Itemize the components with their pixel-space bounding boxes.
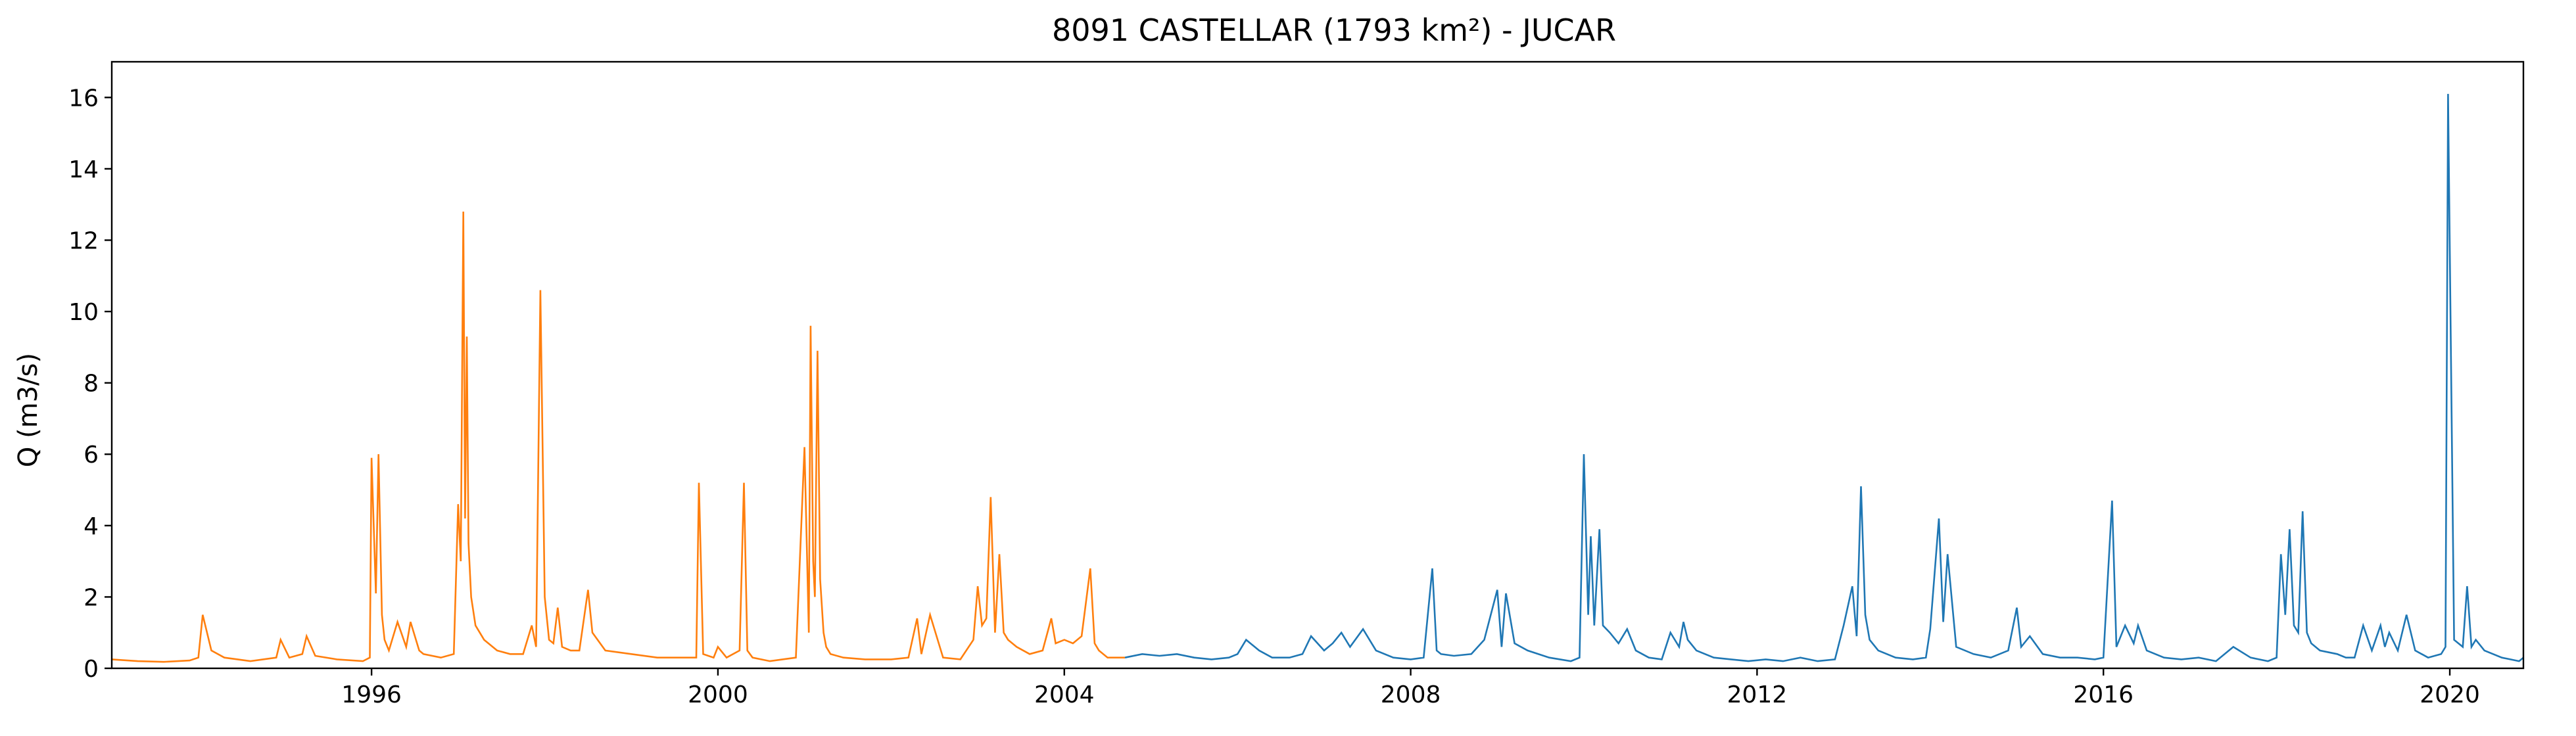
- y-tick-label: 2: [83, 584, 99, 611]
- x-tick-label: 2012: [1727, 681, 1788, 708]
- x-tick-label: 2008: [1381, 681, 1441, 708]
- y-tick-label: 16: [68, 85, 99, 112]
- y-tick-label: 6: [83, 442, 99, 469]
- y-axis-label: Q (m3/s): [13, 353, 43, 467]
- x-tick-label: 2020: [2420, 681, 2480, 708]
- plot-area: [112, 93, 2523, 663]
- chart-title: 8091 CASTELLAR (1793 km²) - JUCAR: [1052, 12, 1616, 48]
- x-tick-label: 2004: [1034, 681, 1095, 708]
- y-tick-label: 4: [83, 513, 99, 540]
- axes: 1996 2000 2004 2008 2012 2016 2020 0 2 4 6 8 10 12 14 1…: [68, 60, 2525, 708]
- series-line-1: [1124, 93, 2523, 662]
- y-tick-label: 0: [83, 656, 99, 683]
- series-line-0: [112, 211, 1125, 663]
- y-tick-label: 10: [68, 299, 99, 326]
- x-tick-label: 1996: [341, 681, 402, 708]
- y-tick-label: 8: [83, 371, 99, 398]
- x-tick-label: 2016: [2073, 681, 2134, 708]
- plot-frame: [110, 60, 2525, 670]
- y-tick-label: 12: [68, 227, 99, 254]
- y-tick-label: 14: [68, 156, 99, 183]
- x-tick-label: 2000: [688, 681, 748, 708]
